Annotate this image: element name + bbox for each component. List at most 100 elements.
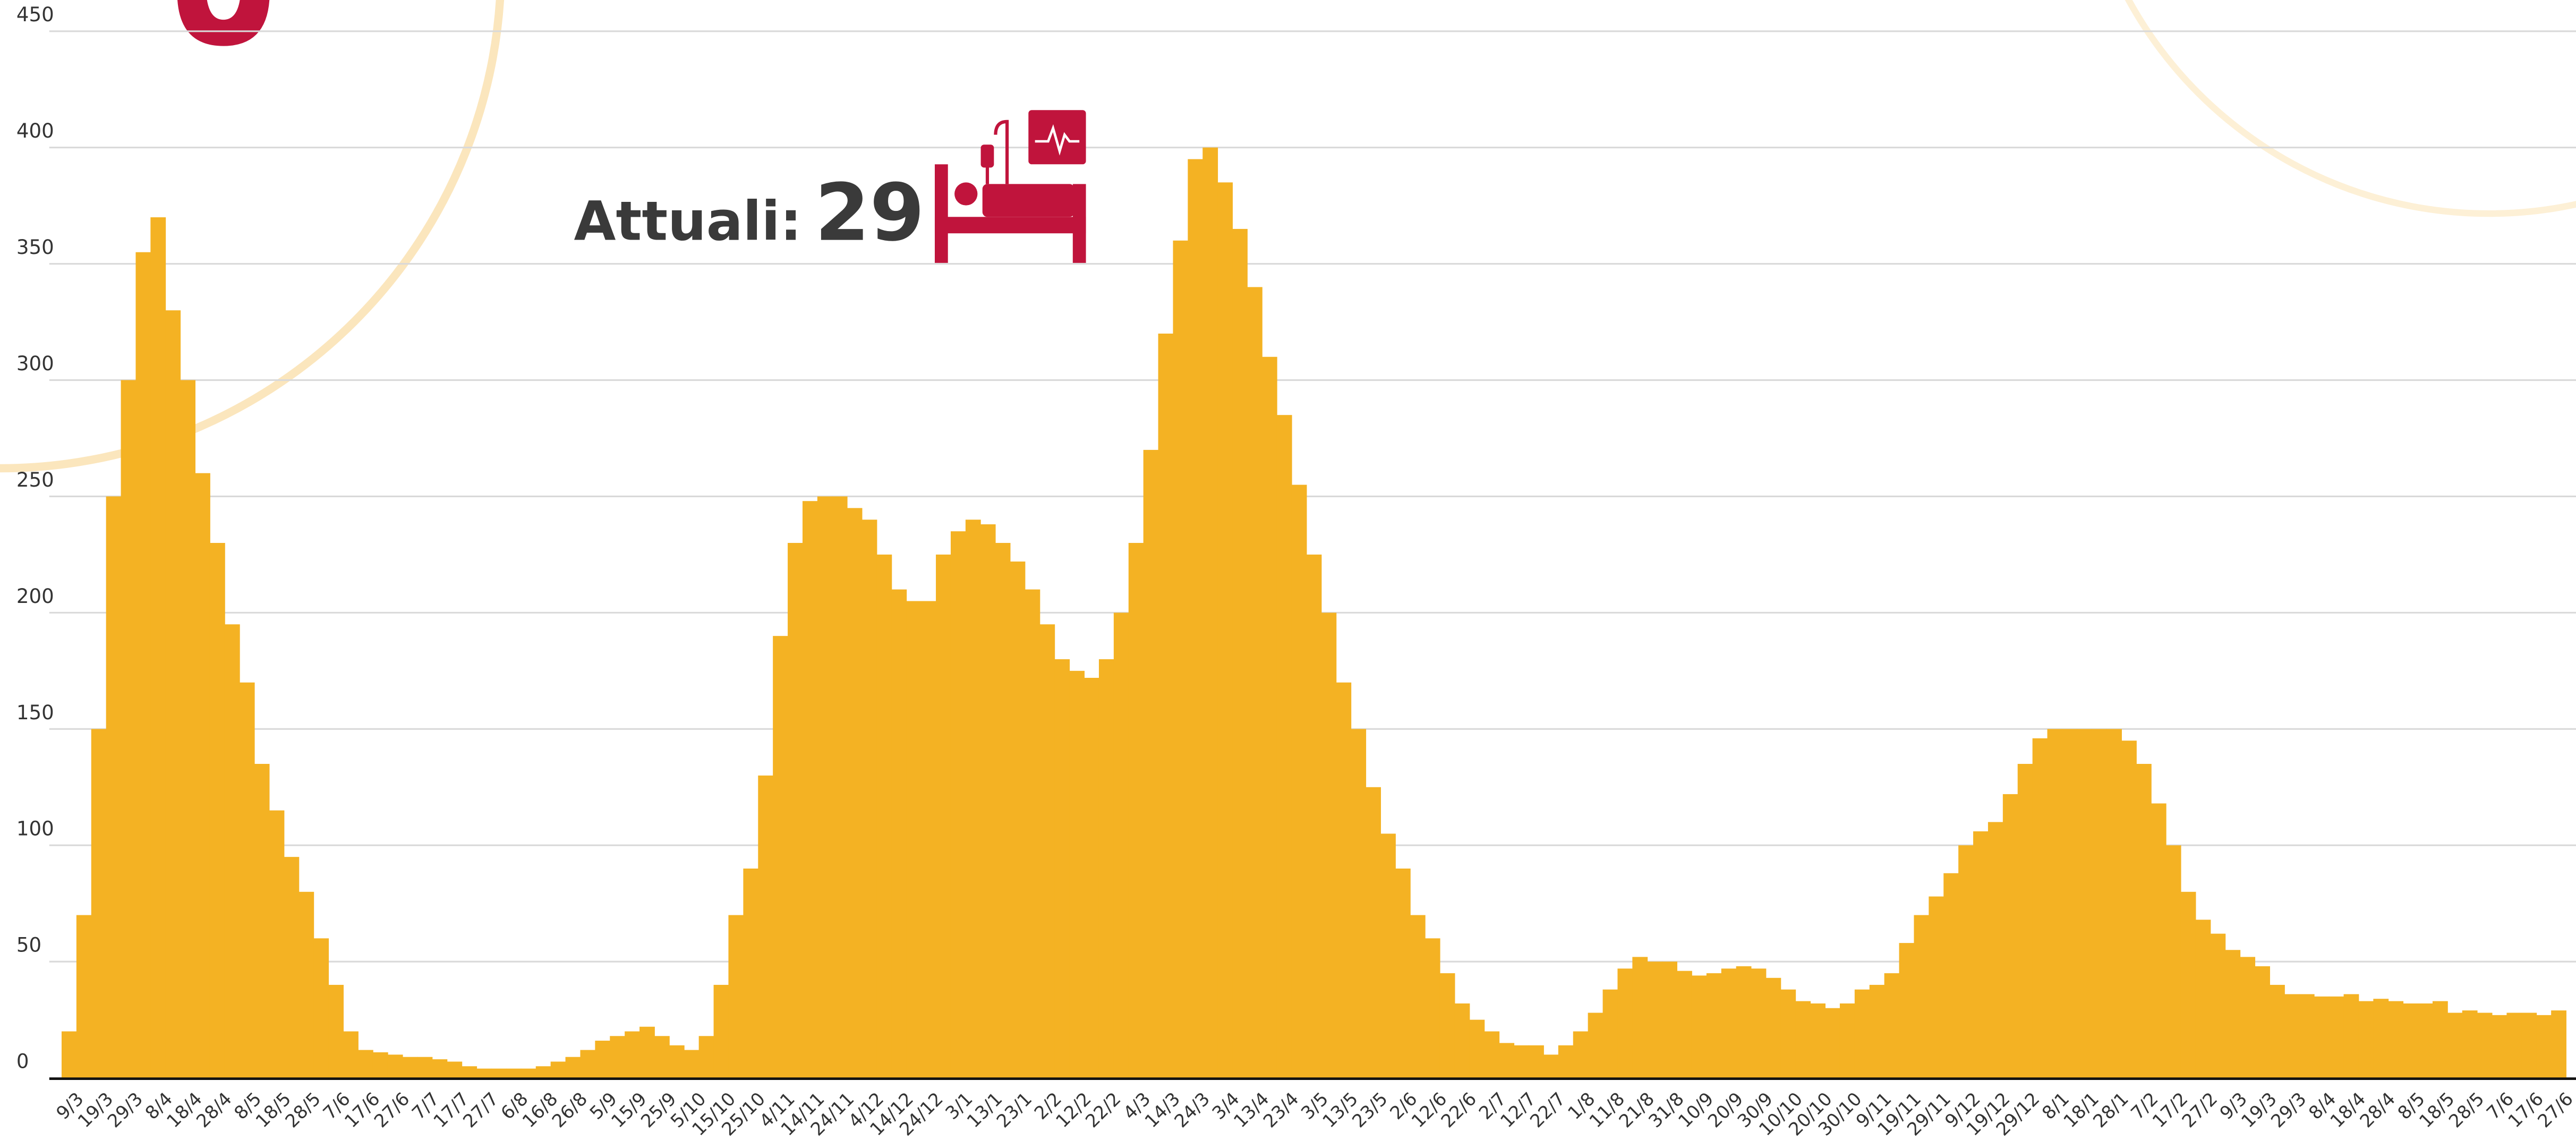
bar xyxy=(1039,624,1055,1078)
bar xyxy=(224,624,240,1078)
bar xyxy=(1054,659,1070,1078)
bar xyxy=(1469,1019,1485,1078)
bar xyxy=(1202,147,1218,1078)
bar xyxy=(1810,1003,1826,1078)
bar xyxy=(2195,920,2211,1078)
bar xyxy=(2551,1010,2566,1078)
bar xyxy=(2373,999,2389,1078)
bar xyxy=(1617,968,1633,1078)
y-tick-label: 450 xyxy=(16,3,54,26)
bar xyxy=(387,1054,403,1078)
bar xyxy=(788,543,803,1078)
bar xyxy=(2506,1013,2522,1078)
bar xyxy=(921,601,936,1078)
bar xyxy=(580,1050,596,1078)
bar xyxy=(2017,763,2033,1078)
bar xyxy=(2255,966,2270,1078)
bar xyxy=(669,1045,685,1078)
bar xyxy=(595,1041,611,1078)
x-tick-labels: 9/319/329/38/418/428/48/518/528/57/617/6… xyxy=(52,1088,2576,1140)
bar xyxy=(1499,1043,1515,1078)
bar xyxy=(2047,729,2063,1078)
y-tick-label: 250 xyxy=(16,469,54,491)
bar xyxy=(1854,989,1870,1078)
bar xyxy=(1351,729,1367,1078)
bar xyxy=(2388,1001,2404,1078)
bar xyxy=(832,496,848,1078)
bar xyxy=(1098,659,1114,1078)
bar xyxy=(802,501,818,1078)
bar xyxy=(61,1031,77,1078)
bar xyxy=(239,682,255,1078)
bar xyxy=(298,891,314,1078)
bar xyxy=(2180,891,2196,1078)
bar xyxy=(1261,356,1277,1078)
bar xyxy=(357,1050,373,1078)
bar xyxy=(1929,896,1944,1078)
bars xyxy=(61,147,2566,1078)
grid: 0 50 100 150 200 250 300 350 400 450 xyxy=(16,3,2576,1079)
bar xyxy=(1914,915,1930,1078)
bar xyxy=(402,1057,418,1078)
bar xyxy=(1884,973,1900,1078)
bar xyxy=(180,380,195,1078)
bar xyxy=(728,915,744,1078)
decoration xyxy=(0,0,2576,472)
bar xyxy=(1839,1003,1855,1078)
deco-circle xyxy=(2125,0,2576,217)
bar xyxy=(1721,968,1737,1078)
bar xyxy=(610,1036,626,1078)
bar xyxy=(2032,738,2048,1078)
bar xyxy=(1454,1003,1470,1078)
bar xyxy=(1247,287,1263,1078)
bar xyxy=(1573,1031,1589,1078)
bar xyxy=(1529,1045,1544,1078)
bar xyxy=(847,508,863,1078)
bar xyxy=(2062,729,2078,1078)
bar xyxy=(91,729,107,1078)
bar xyxy=(462,1066,477,1078)
x-tick-label: 23/4 xyxy=(1259,1088,1303,1132)
bar xyxy=(980,524,996,1078)
bar xyxy=(1366,787,1381,1078)
y-tick-label: 100 xyxy=(16,818,54,840)
bar xyxy=(328,984,344,1078)
bar xyxy=(1736,966,1752,1078)
bar xyxy=(2492,1015,2507,1078)
bar xyxy=(106,496,122,1078)
bar xyxy=(1425,938,1440,1078)
bar xyxy=(1410,915,1426,1078)
bar xyxy=(1113,612,1129,1078)
x-tick-label: 22/6 xyxy=(1437,1088,1481,1132)
bar xyxy=(343,1031,359,1078)
bar xyxy=(1084,677,1099,1078)
bar xyxy=(1825,1008,1840,1078)
x-tick-label: 22/7 xyxy=(1526,1088,1570,1132)
bar xyxy=(1439,973,1455,1078)
bar xyxy=(1988,822,2003,1078)
bar xyxy=(417,1057,433,1078)
bar xyxy=(2447,1013,2463,1078)
bar xyxy=(1588,1013,1603,1078)
bar xyxy=(565,1057,581,1078)
bar xyxy=(2210,933,2226,1078)
bar xyxy=(1958,845,1974,1078)
bar xyxy=(506,1068,522,1078)
bar xyxy=(1662,962,1677,1078)
bar xyxy=(432,1059,448,1078)
x-tick-label: 29/3 xyxy=(104,1088,147,1132)
bar xyxy=(2092,729,2108,1078)
bar xyxy=(1321,612,1337,1078)
bar xyxy=(1780,989,1796,1078)
x-tick-label: 26/8 xyxy=(548,1088,592,1132)
bar xyxy=(1069,670,1085,1078)
bar xyxy=(121,380,137,1078)
bar xyxy=(2151,803,2166,1078)
bar xyxy=(906,601,922,1078)
bar xyxy=(521,1068,536,1078)
bar xyxy=(2403,1003,2418,1078)
bar xyxy=(625,1031,640,1078)
bar xyxy=(2299,994,2315,1078)
bar xyxy=(1691,975,1707,1078)
